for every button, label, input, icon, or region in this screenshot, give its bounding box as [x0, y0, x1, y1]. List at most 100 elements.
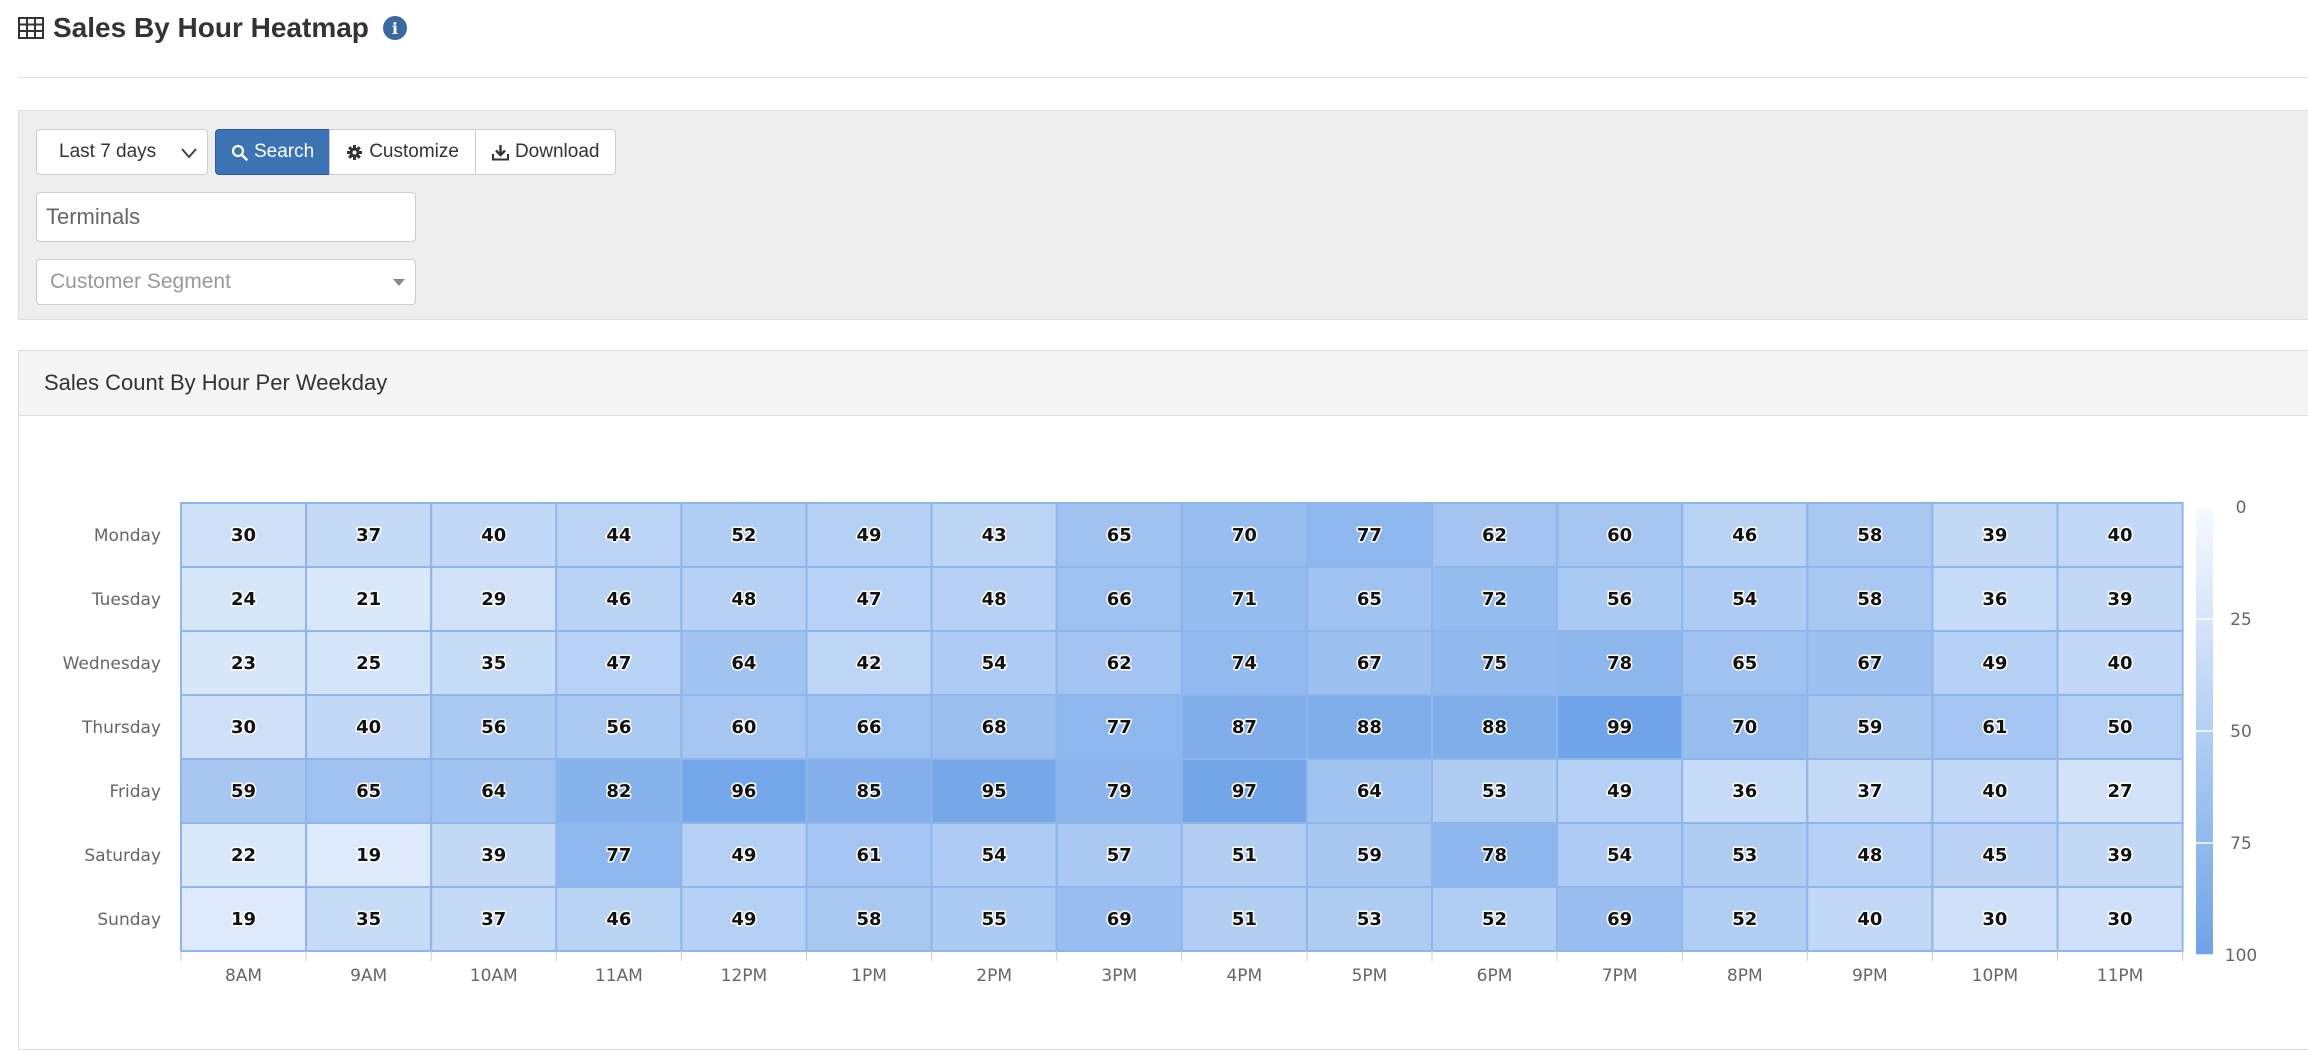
heatmap-cell[interactable]	[680, 502, 808, 568]
legend-label: 0	[2236, 498, 2247, 518]
heatmap-cell[interactable]	[2056, 694, 2184, 760]
caret-down-icon	[393, 279, 405, 286]
action-button-group: Search Customize	[215, 129, 617, 175]
heatmap-cell-value: 48	[1857, 845, 1882, 866]
heatmap-cell[interactable]	[1431, 694, 1559, 760]
heatmap-cell[interactable]	[930, 566, 1058, 632]
heatmap-cell[interactable]	[1431, 886, 1559, 952]
customer-segment-select[interactable]: Customer Segment	[36, 259, 416, 305]
heatmap-cell[interactable]	[930, 758, 1058, 824]
heatmap-cell[interactable]	[1556, 758, 1684, 824]
heatmap-cell-value: 82	[606, 781, 631, 802]
heatmap-cell[interactable]	[2056, 822, 2184, 888]
heatmap-cell[interactable]	[430, 694, 558, 760]
heatmap-cell[interactable]	[1305, 566, 1434, 632]
heatmap-cell[interactable]	[1806, 822, 1934, 888]
heatmap-cell[interactable]	[305, 630, 433, 696]
heatmap-cell[interactable]	[1931, 886, 2059, 952]
heatmap-cell[interactable]	[1681, 822, 1809, 888]
heatmap-cell[interactable]	[805, 502, 933, 568]
heatmap-cell[interactable]	[2056, 758, 2184, 824]
heatmap-cell-value: 40	[2108, 653, 2133, 674]
heatmap-cell-value: 45	[1982, 845, 2007, 866]
heatmap-cell[interactable]	[1556, 566, 1684, 632]
customize-button[interactable]: Customize	[329, 129, 476, 175]
heatmap-cell[interactable]	[1180, 822, 1308, 888]
heatmap-cell[interactable]	[930, 502, 1058, 568]
heatmap-cell-value: 69	[1607, 909, 1632, 930]
heatmap-cell[interactable]	[555, 694, 683, 760]
heatmap-cell[interactable]	[1681, 694, 1809, 760]
table-grid-icon	[18, 17, 44, 39]
heatmap-cell[interactable]	[930, 694, 1058, 760]
heatmap-cell[interactable]	[1931, 630, 2059, 696]
heatmap-cell[interactable]	[180, 886, 308, 952]
heatmap-cell[interactable]	[1180, 886, 1308, 952]
heatmap-cell[interactable]	[805, 566, 933, 632]
heatmap-cell[interactable]	[680, 758, 808, 824]
heatmap-cell-value: 61	[1982, 717, 2007, 738]
heatmap-cell-value: 67	[1857, 653, 1882, 674]
heatmap-cell[interactable]	[1055, 566, 1183, 632]
hour-label: 11PM	[2097, 966, 2144, 986]
heatmap-cell[interactable]	[1055, 886, 1183, 952]
heatmap-cell[interactable]	[1806, 694, 1934, 760]
heatmap-cell[interactable]	[1305, 502, 1434, 568]
info-icon[interactable]: i	[382, 16, 407, 40]
heatmap-cell-value: 54	[982, 845, 1007, 866]
heatmap-cell-value: 40	[1857, 909, 1882, 930]
heatmap-cell[interactable]	[2056, 566, 2184, 632]
download-button[interactable]: Download	[474, 129, 617, 175]
heatmap-cell[interactable]	[805, 694, 933, 760]
heatmap-cell-value: 37	[356, 525, 381, 546]
heatmap-cell[interactable]	[180, 630, 308, 696]
heatmap-cell[interactable]	[1806, 502, 1934, 568]
heatmap-cell[interactable]	[1305, 694, 1434, 760]
heatmap-cell-value: 62	[1482, 525, 1507, 546]
heatmap-cell[interactable]	[1180, 502, 1308, 568]
heatmap-cell[interactable]	[2056, 886, 2184, 952]
heatmap-cell[interactable]	[430, 886, 558, 952]
heatmap-cell[interactable]	[805, 758, 933, 824]
heatmap-cell[interactable]	[1931, 502, 2059, 568]
heatmap-cell[interactable]	[680, 822, 808, 888]
heatmap-cell-value: 48	[731, 589, 756, 610]
hour-label: 11AM	[595, 966, 643, 986]
heatmap-cell-value: 46	[606, 909, 631, 930]
heatmap-cell[interactable]	[930, 886, 1058, 952]
heatmap-cell[interactable]	[2056, 630, 2184, 696]
heatmap-cell[interactable]	[1431, 822, 1559, 888]
heatmap-cell[interactable]	[1681, 566, 1809, 632]
heatmap-cell[interactable]	[555, 566, 683, 632]
heatmap-cell-value: 39	[2108, 845, 2133, 866]
heatmap-cell[interactable]	[1556, 886, 1684, 952]
heatmap-cell[interactable]	[1556, 630, 1684, 696]
heatmap-cell-value: 19	[231, 909, 256, 930]
heatmap-cell-value: 56	[606, 717, 631, 738]
heatmap-cell[interactable]	[1180, 566, 1308, 632]
heatmap-cell[interactable]	[1305, 886, 1434, 952]
heatmap-cell[interactable]	[805, 886, 933, 952]
hour-label: 8AM	[225, 966, 262, 986]
heatmap-cell-value: 36	[1732, 781, 1757, 802]
heatmap-cell[interactable]	[1305, 822, 1434, 888]
heatmap-cell[interactable]	[1931, 694, 2059, 760]
heatmap-cell[interactable]	[1431, 502, 1559, 568]
heatmap-cell[interactable]	[1806, 886, 1934, 952]
heatmap-cell-value: 77	[606, 845, 631, 866]
date-range-select[interactable]: Last 7 days	[36, 129, 208, 175]
heatmap-cell-value: 53	[1732, 845, 1757, 866]
heatmap-cell[interactable]	[180, 694, 308, 760]
heatmap-cell[interactable]	[180, 758, 308, 824]
heatmap-cell[interactable]	[1431, 566, 1559, 632]
heatmap-cell[interactable]	[305, 502, 433, 568]
terminals-input[interactable]	[36, 192, 416, 242]
heatmap-cell[interactable]	[430, 758, 558, 824]
search-button[interactable]: Search	[215, 129, 331, 175]
heatmap-cell[interactable]	[1931, 758, 2059, 824]
heatmap-cell[interactable]	[1806, 566, 1934, 632]
heatmap-cell[interactable]	[1180, 758, 1308, 824]
heatmap-cell[interactable]	[305, 886, 433, 952]
hour-label: 9PM	[1852, 966, 1888, 986]
heatmap-cell[interactable]	[680, 886, 808, 952]
